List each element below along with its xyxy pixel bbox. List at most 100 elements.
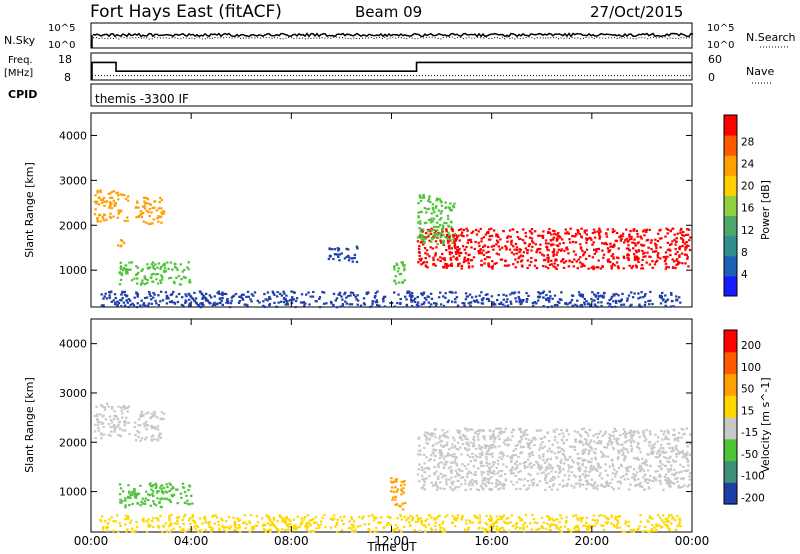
power-cell [599, 230, 602, 233]
power-cell [541, 236, 545, 239]
vel-cell [598, 440, 601, 443]
power-cell [548, 297, 551, 300]
power-cell [626, 297, 629, 300]
vel-cell [189, 523, 192, 526]
vel-cell [429, 458, 432, 461]
power-cell [675, 263, 678, 266]
vel-cell [172, 527, 175, 530]
power-cell [546, 297, 550, 300]
vel-cell [643, 461, 647, 464]
vel-cell [541, 447, 544, 450]
vel-colorbar-swatch [724, 417, 737, 440]
vel-cell [278, 515, 282, 518]
power-cell [581, 249, 584, 252]
power-ytick-label: 2000 [59, 219, 87, 232]
power-cell [564, 228, 567, 231]
vel-cell [669, 469, 672, 472]
vel-cell [287, 528, 290, 531]
vel-cell [472, 438, 475, 441]
vel-cell [611, 463, 615, 466]
power-cell [432, 228, 436, 231]
vel-cell [433, 428, 437, 431]
vel-cell [210, 526, 213, 529]
vel-cell [656, 440, 659, 443]
vel-cell [570, 484, 573, 487]
vel-cell [555, 524, 558, 527]
power-cell [275, 295, 279, 298]
vel-cell [195, 524, 198, 527]
power-cell [141, 279, 144, 282]
power-cell [552, 254, 555, 257]
vel-cell [443, 487, 446, 490]
vel-cell [545, 475, 548, 478]
vel-cell [100, 432, 103, 435]
power-cell [553, 230, 556, 233]
vel-cell [114, 426, 118, 429]
vel-cell [501, 515, 504, 518]
power-cell [556, 300, 560, 304]
vel-cell [423, 446, 426, 449]
power-cell [621, 292, 624, 295]
vel-cell [658, 449, 661, 452]
vel-cell [594, 452, 597, 455]
power-cell [580, 227, 583, 230]
power-cell [567, 252, 570, 255]
power-cell [573, 258, 576, 261]
vel-cell [498, 483, 501, 486]
power-cell [505, 294, 508, 297]
power-cell [633, 292, 636, 295]
vel-cell [160, 417, 164, 420]
vel-cell [485, 523, 489, 526]
power-cell [347, 259, 351, 262]
power-cell [428, 195, 431, 198]
vel-cell [592, 465, 595, 468]
vel-cell [443, 444, 447, 447]
power-cell [627, 258, 630, 262]
vel-cell [576, 452, 580, 455]
power-cell [521, 300, 524, 303]
power-cell [109, 216, 112, 219]
power-cell [250, 300, 253, 303]
vel-cell [143, 500, 147, 503]
power-cell [492, 229, 496, 232]
vel-cell [573, 485, 576, 488]
vel-cell [363, 523, 367, 526]
vel-cell [469, 521, 472, 524]
vel-cell [141, 519, 145, 522]
vel-cell [565, 519, 568, 522]
vel-cell [460, 483, 463, 486]
power-cell [544, 239, 548, 242]
power-cell [542, 290, 545, 293]
vel-cell [588, 428, 591, 431]
power-cell [659, 302, 663, 305]
vel-cell [452, 436, 455, 439]
power-cell [525, 292, 528, 295]
power-cell [417, 247, 421, 251]
vel-cell [564, 458, 567, 461]
vel-cell [461, 515, 464, 518]
vel-cell [616, 520, 620, 523]
vel-cell [424, 519, 427, 523]
power-cell [96, 191, 99, 194]
power-cell [393, 305, 396, 308]
power-cell [125, 269, 128, 272]
vel-cell [394, 486, 397, 489]
vel-cell [419, 517, 422, 520]
power-cell [135, 306, 139, 309]
vel-cell [519, 519, 522, 522]
vel-cell [460, 438, 464, 441]
power-cell [429, 292, 433, 295]
vel-cell [162, 490, 165, 493]
power-cell [487, 250, 490, 253]
power-cell [422, 292, 425, 295]
vel-cell [616, 523, 619, 526]
power-cell [579, 304, 582, 307]
power-cell [474, 240, 477, 244]
power-cell [184, 276, 187, 279]
vel-cell [504, 443, 507, 446]
power-cell [168, 300, 172, 304]
vel-cell [650, 528, 653, 531]
vel-cell [444, 515, 447, 519]
vel-cell [512, 483, 515, 486]
